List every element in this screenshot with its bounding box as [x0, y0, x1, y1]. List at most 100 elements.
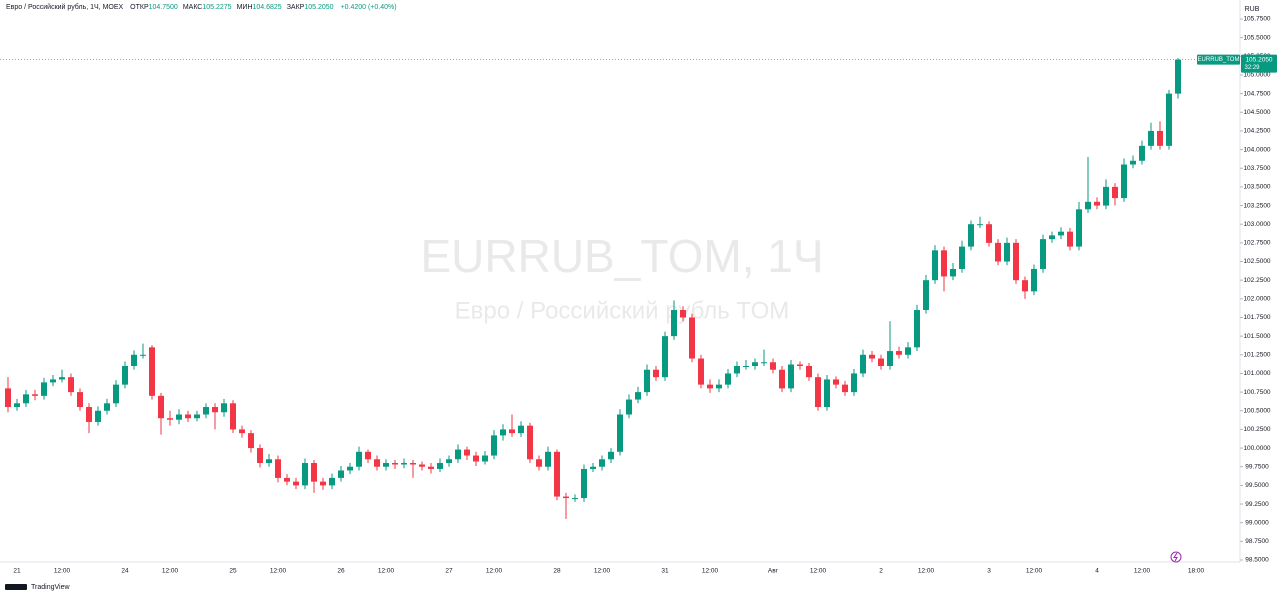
x-tick-label: 12:00 — [162, 568, 179, 575]
candle-body — [95, 410, 101, 422]
candle-body — [824, 379, 830, 408]
candle-body — [833, 379, 839, 385]
candle-body — [86, 407, 92, 422]
candle-body — [932, 250, 938, 281]
stat-value: 104.7500 — [148, 4, 178, 11]
candle-body — [554, 451, 560, 497]
stat-label: МАКС — [182, 4, 203, 11]
candle-body — [698, 358, 704, 385]
candle-body — [104, 403, 110, 411]
y-tick-label: 102.5000 — [1243, 258, 1270, 265]
candle-body — [329, 477, 335, 486]
y-tick-label: 103.0000 — [1243, 221, 1270, 228]
candle-body — [1112, 186, 1118, 199]
candle-body — [644, 369, 650, 393]
candle-body — [914, 310, 920, 348]
candle-body — [1004, 242, 1010, 262]
candle-body — [662, 336, 668, 378]
candle-body — [1040, 239, 1046, 269]
candle-body — [536, 459, 542, 467]
candle-body — [1148, 130, 1154, 146]
candle-body — [122, 365, 128, 385]
candle-body — [860, 354, 866, 374]
candle-body — [518, 425, 524, 434]
brand[interactable]: TradingView — [31, 584, 70, 591]
x-tick-label: 12:00 — [810, 568, 827, 575]
candle-body — [302, 462, 308, 486]
candle-body — [680, 310, 686, 318]
x-tick-label: 18:00 — [1188, 568, 1205, 575]
candle-body — [347, 466, 353, 471]
candle-body — [590, 466, 596, 469]
candle-body — [743, 365, 749, 367]
candle-body — [293, 481, 299, 486]
stat-value: 105.2275 — [202, 4, 232, 11]
candle-body — [1139, 145, 1145, 161]
candle-body — [968, 224, 974, 247]
y-tick-label: 104.2500 — [1243, 128, 1270, 135]
candle-body — [869, 354, 875, 359]
candle-body — [788, 364, 794, 389]
ohlc-stats: ОТКР104.7500 МАКС105.2275 МИН104.6825 ЗАКР1… — [130, 4, 338, 11]
x-tick-label: 27 — [445, 568, 453, 575]
candle-body — [185, 414, 191, 419]
candle-body — [500, 429, 506, 436]
y-tick-label: 98.7500 — [1245, 538, 1269, 545]
y-tick-label: 101.5000 — [1243, 333, 1270, 340]
candle-body — [32, 394, 38, 396]
currency[interactable]: RUB — [1245, 6, 1260, 13]
candle-body — [959, 246, 965, 269]
y-tick-label: 104.0000 — [1243, 146, 1270, 153]
stat-value: 104.6825 — [252, 4, 282, 11]
candle-body — [1130, 160, 1136, 165]
candle-body — [140, 354, 146, 356]
candle-body — [221, 403, 227, 413]
events-icon[interactable] — [1170, 551, 1182, 563]
y-tick-label: 98.5000 — [1245, 557, 1269, 564]
candle-body — [689, 317, 695, 359]
candle-body — [257, 448, 263, 463]
x-tick-label: 12:00 — [1134, 568, 1151, 575]
candle-body — [527, 425, 533, 460]
candle-body — [1166, 93, 1172, 146]
candle-body — [941, 250, 947, 277]
candle-body — [626, 399, 632, 415]
candle-body — [635, 392, 641, 400]
x-tick-label: 12:00 — [486, 568, 503, 575]
y-tick-label: 105.0000 — [1243, 72, 1270, 79]
candle-body — [59, 377, 65, 380]
candle-body — [419, 464, 425, 467]
candle-body — [797, 364, 803, 366]
price-tag-bg — [1241, 54, 1277, 73]
x-tick-label: 12:00 — [54, 568, 71, 575]
x-tick-label: 12:00 — [594, 568, 611, 575]
candle-body — [320, 481, 326, 486]
candle-body — [896, 351, 902, 355]
candle-body — [1022, 280, 1028, 292]
candle-body — [995, 242, 1001, 262]
candle-body — [986, 224, 992, 243]
x-tick-label: 12:00 — [378, 568, 395, 575]
brand-logo[interactable] — [5, 584, 27, 590]
candle-body — [455, 449, 461, 460]
candle-body — [842, 384, 848, 393]
candle-body — [131, 354, 137, 366]
y-tick-label: 102.7500 — [1243, 240, 1270, 247]
candle-body — [563, 496, 569, 499]
x-tick-label: 3 — [987, 568, 991, 575]
candle-body — [23, 394, 29, 404]
watermark-subtitle: Евро / Российский рубль TOM — [455, 297, 790, 324]
stat-label: ЗАКР — [286, 4, 305, 11]
x-tick-label: 12:00 — [1026, 568, 1043, 575]
candle-body — [383, 462, 389, 467]
candle-body — [1049, 235, 1055, 240]
symbol-title[interactable]: Евро / Российский рубль, 1Ч, MOEX — [6, 4, 124, 11]
candle-body — [338, 470, 344, 478]
candle-body — [806, 365, 812, 378]
x-tick-label: Авг — [768, 568, 779, 575]
candle-body — [923, 280, 929, 311]
candle-body — [284, 477, 290, 482]
x-tick-label: 24 — [121, 568, 129, 575]
stat-label: ОТКР — [130, 4, 149, 11]
